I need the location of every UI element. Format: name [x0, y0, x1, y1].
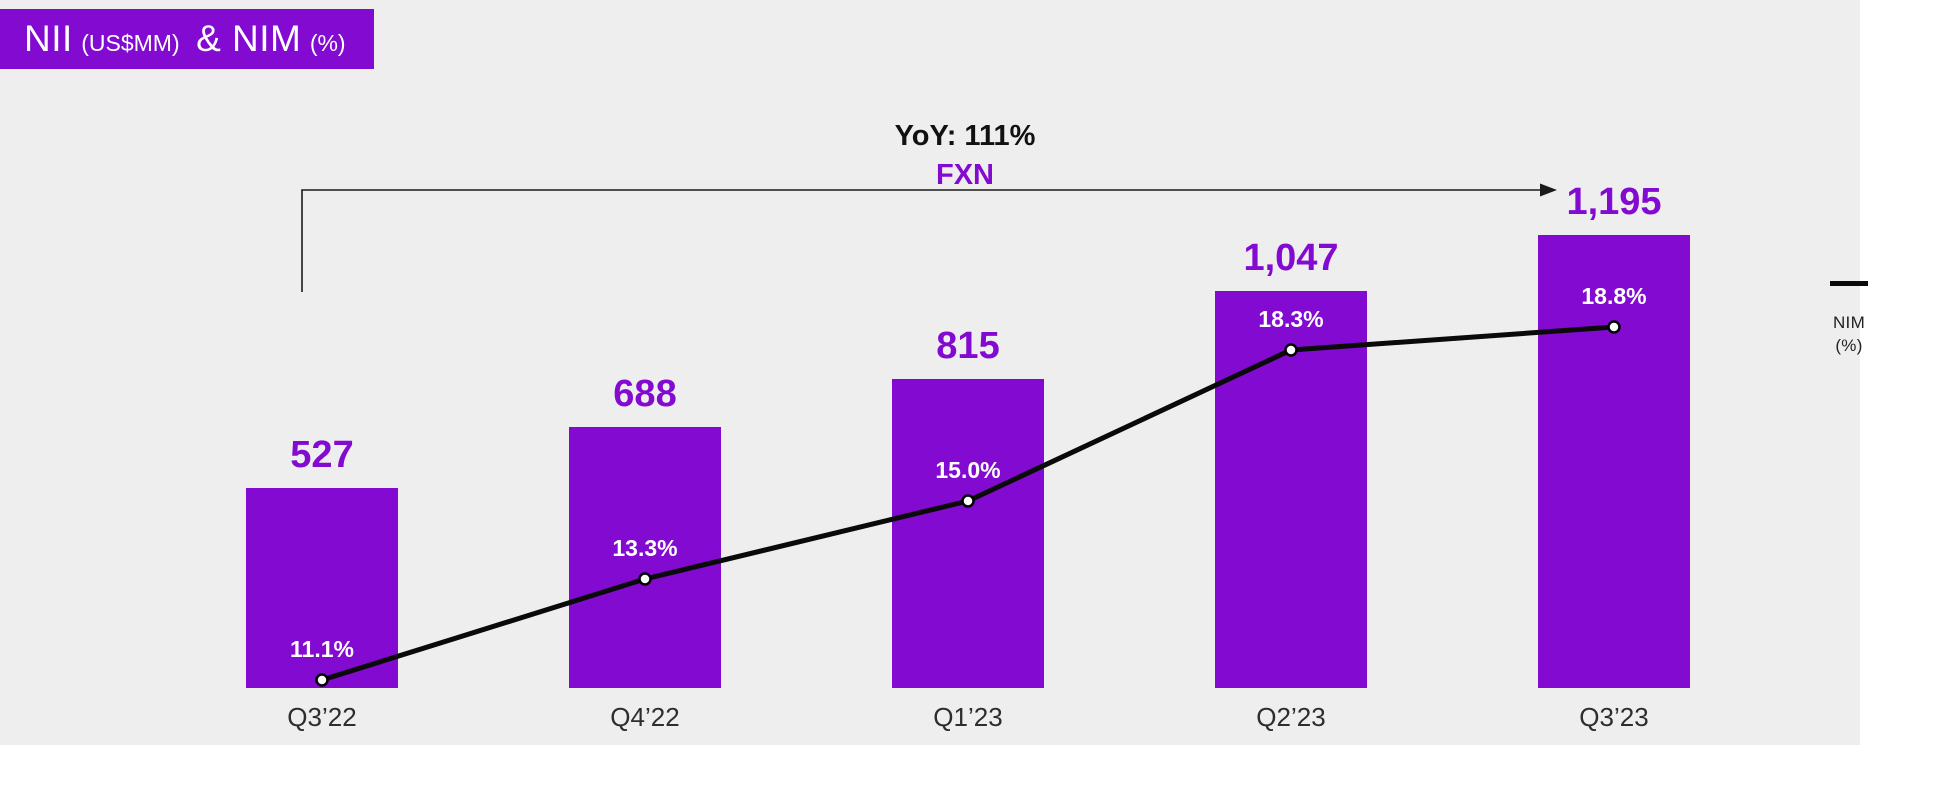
bar-value-label: 1,047	[1243, 237, 1339, 279]
bar-group-q1-23: 815 15.0% Q1’23	[892, 0, 1044, 745]
x-axis-label: Q1’23	[933, 702, 1003, 732]
nim-point-label: 11.1%	[290, 636, 354, 662]
x-axis-label: Q3’22	[287, 702, 357, 732]
nim-legend: NIM (%)	[1806, 281, 1892, 358]
yoy-annotation-block: YoY: 111% FXN	[765, 120, 1165, 192]
fx-neutral-label: FXN	[936, 159, 994, 191]
bar-group-q4-22: 688 13.3% Q4’22	[569, 0, 721, 745]
nii-bar	[892, 379, 1044, 688]
nim-point-label: 18.8%	[1581, 283, 1647, 309]
bar-group-q3-22: 527 11.1% Q3’22	[246, 0, 398, 745]
bar-value-label: 527	[290, 434, 354, 476]
legend-label-nim: NIM	[1832, 313, 1866, 332]
title-nim-unit: (%)	[309, 30, 346, 56]
bar-value-label: 815	[936, 325, 1000, 367]
nii-bar	[1215, 291, 1367, 688]
bar-group-q2-23: 1,047 18.3% Q2’23	[1215, 0, 1367, 745]
bar-value-label: 1,195	[1566, 181, 1662, 223]
x-axis-label: Q3’23	[1579, 702, 1649, 732]
yoy-growth-label: YoY: 111%	[894, 120, 1036, 152]
title-nii-unit: (US$MM)	[81, 30, 180, 56]
bar-group-q3-23: 1,195 18.8% Q3’23	[1538, 0, 1690, 745]
title-nii: NII	[24, 18, 73, 59]
nim-legend-line-icon	[1830, 281, 1868, 286]
bar-value-label: 688	[613, 373, 677, 415]
x-axis-label: Q2’23	[1256, 702, 1326, 732]
title-nim: & NIM	[196, 18, 302, 59]
x-axis-label: Q4’22	[610, 702, 680, 732]
chart-title-badge: NII (US$MM) & NIM (%)	[0, 9, 374, 69]
nim-point-label: 15.0%	[935, 457, 1001, 483]
nim-point-label: 18.3%	[1258, 306, 1324, 332]
chart-plot-area: YoY: 111% FXN 527 11.1% Q3’22 688 13.3% …	[0, 0, 1860, 745]
legend-label-pct: (%)	[1835, 335, 1863, 355]
nim-point-label: 13.3%	[612, 535, 678, 561]
